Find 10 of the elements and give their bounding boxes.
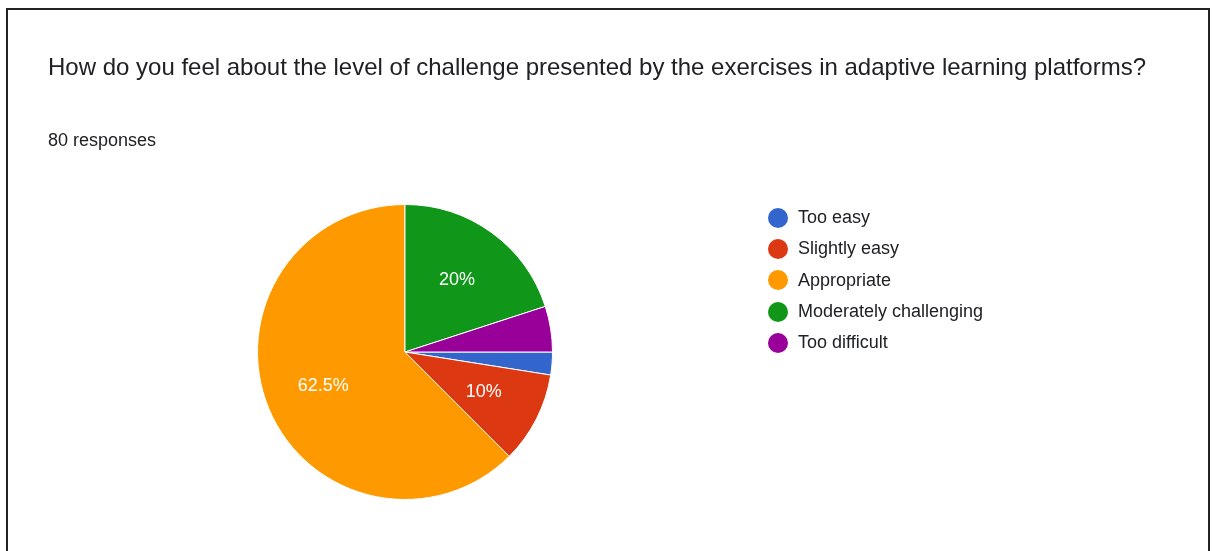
legend-label: Appropriate	[798, 269, 892, 291]
legend-label: Slightly easy	[798, 238, 900, 260]
data-label: 62.5%	[297, 374, 349, 395]
data-label: 20%	[439, 269, 476, 290]
text: 80 responses	[48, 130, 157, 151]
legend-label: Moderately challenging	[798, 301, 984, 323]
legend-label: Too difficult	[798, 332, 888, 354]
legend-label: Too easy	[798, 207, 871, 229]
chart-title: How do you feel about the level of challenge presented by the exercises in adaptive learning platforms?	[48, 52, 1147, 82]
data-label: 10%	[465, 381, 502, 402]
